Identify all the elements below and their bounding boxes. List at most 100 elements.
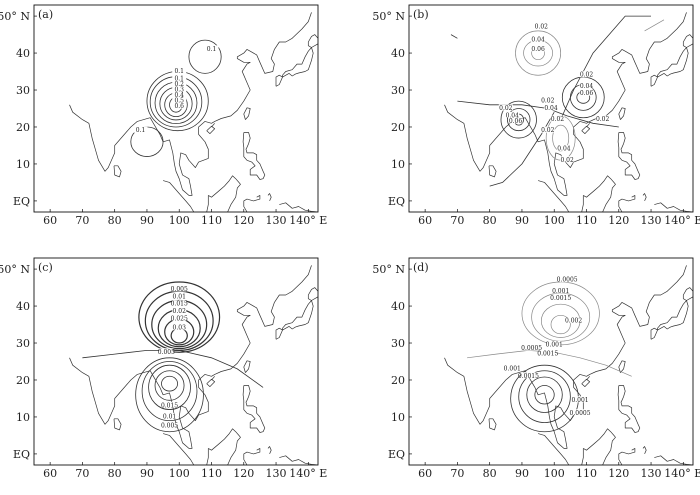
coastline <box>581 195 584 212</box>
contour-line <box>141 361 198 422</box>
contour-label: 0.02 <box>541 127 555 134</box>
coastline <box>113 418 122 431</box>
contour-label: 0.02 <box>596 116 610 123</box>
x-tick-label: 60 <box>418 214 432 227</box>
x-tick-label: 120 <box>608 214 629 227</box>
coastline <box>538 180 570 212</box>
contour-label-bg <box>524 344 539 351</box>
x-tick-label: 70 <box>75 467 89 480</box>
contour-label-bg <box>162 422 177 429</box>
coastline <box>275 74 283 87</box>
x-tick-label: 60 <box>418 467 432 480</box>
contour-label-bg <box>540 97 555 104</box>
coastline <box>657 300 689 331</box>
contour-label: 0.06 <box>580 90 594 97</box>
contour-line <box>82 350 264 388</box>
contour-label: 0.01 <box>163 413 176 420</box>
contour-line <box>518 370 571 423</box>
coastline <box>211 376 215 381</box>
contour-label: 0.3 <box>174 87 184 94</box>
contour-label: 0.6 <box>174 103 184 110</box>
y-tick-label: 50° N <box>372 263 405 276</box>
contour-label-bg <box>544 104 558 111</box>
y-tick-label: 50° N <box>0 10 30 23</box>
contour-label-bg <box>159 348 174 355</box>
contour-label-bg <box>162 412 177 419</box>
coastline <box>488 165 497 178</box>
contour-label: 0.02 <box>580 72 594 79</box>
coastline <box>618 107 626 120</box>
contour-label-bg <box>595 115 610 122</box>
coastline <box>275 327 283 340</box>
contour-line <box>550 314 571 335</box>
y-tick-label: 20 <box>391 374 405 387</box>
contour-label-bg <box>172 86 187 93</box>
coastline <box>657 47 689 78</box>
panel-d: 0.00050.0010.00150.0020.00050.0010.00150… <box>372 257 700 480</box>
contour-label-bg <box>531 45 546 52</box>
contour-label-bg <box>133 126 148 133</box>
contour-label: 0.005 <box>158 349 175 356</box>
contour-label: 0.005 <box>161 423 178 430</box>
x-tick-label: 70 <box>450 214 464 227</box>
contour-label-bg <box>560 156 575 163</box>
coastline <box>488 418 497 431</box>
contour-label: 0.03 <box>173 325 187 332</box>
contour-label: 0.001 <box>571 397 588 404</box>
coastline <box>682 34 693 48</box>
panel-frame <box>33 4 319 213</box>
coastline <box>654 455 693 465</box>
x-tick-label: 100 <box>544 467 565 480</box>
x-tick-label: 110 <box>201 214 222 227</box>
x-tick-label: 130 <box>641 467 662 480</box>
coastline <box>211 123 215 128</box>
contour-label: 0.0015 <box>518 373 539 380</box>
x-tick-label: 130 <box>641 214 662 227</box>
contour-line <box>507 108 531 132</box>
x-tick-label: 80 <box>483 467 497 480</box>
x-tick-label: 80 <box>108 467 122 480</box>
coastline <box>163 180 195 212</box>
coastline <box>682 287 693 301</box>
contour-label-bg <box>172 91 187 98</box>
coastline <box>642 193 647 202</box>
coastline <box>267 446 272 455</box>
coastline <box>650 74 658 87</box>
coastline <box>206 125 216 134</box>
coastline <box>581 378 591 387</box>
y-tick-label: 20 <box>16 121 30 134</box>
x-tick-label: 140° E <box>664 214 700 227</box>
contour-label-bg <box>553 294 568 301</box>
contour-label: 0.0005 <box>557 277 578 284</box>
x-tick-label: 120 <box>233 214 254 227</box>
y-tick-label: 30 <box>16 84 30 97</box>
y-tick-label: EQ <box>388 448 405 461</box>
coastline <box>243 107 251 120</box>
contour-label: 0.1 <box>136 127 146 134</box>
contour-line <box>560 15 651 120</box>
x-tick-label: 60 <box>43 214 57 227</box>
coastline <box>586 376 590 381</box>
panel-frame <box>408 257 694 466</box>
contour-label: 0.001 <box>504 365 521 372</box>
contour-label: 0.1 <box>207 46 217 53</box>
coastline <box>654 202 693 212</box>
x-tick-label: 100 <box>169 467 190 480</box>
contour-label-bg <box>172 300 187 307</box>
y-tick-label: 10 <box>391 158 405 171</box>
contour-label: 0.015 <box>161 402 178 409</box>
contour-line <box>534 385 555 405</box>
contour-label: 0.001 <box>546 341 563 348</box>
x-tick-label: 110 <box>576 214 597 227</box>
contour-label-bg <box>579 89 594 96</box>
contour-line <box>154 370 185 401</box>
contour-label: 0.5 <box>174 98 184 105</box>
coastline <box>617 132 641 180</box>
x-tick-label: 90 <box>140 467 154 480</box>
y-tick-label: 40 <box>16 47 30 60</box>
coastline <box>206 448 209 465</box>
contour-label: 0.04 <box>531 37 545 44</box>
coastline <box>581 125 591 134</box>
coastline <box>618 448 636 465</box>
